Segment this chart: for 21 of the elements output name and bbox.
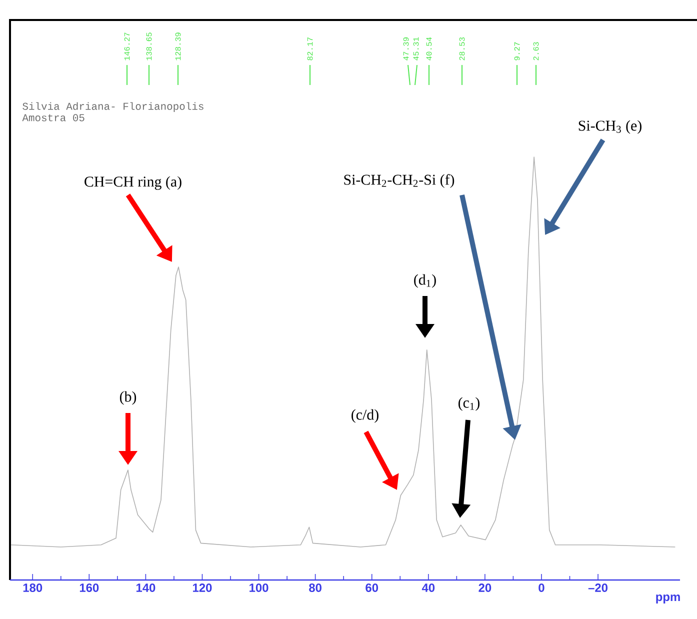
x-tick-label: 60 (366, 584, 378, 592)
annotation: (b) (120, 391, 136, 405)
annotation: Si-CH$_{2}$-CH$_{2}$-Si (f) (344, 174, 454, 188)
x-tick-label: 180 (23, 584, 42, 592)
annotation: (c/d) (352, 409, 378, 423)
x-tick-label: 100 (250, 584, 268, 592)
text: Silvia Adriana- Florianopolis (22, 102, 204, 112)
x-axis-title: ppm (656, 594, 680, 604)
x-tick-label: 20 (478, 584, 492, 592)
x-tick-label: 40 (422, 584, 435, 592)
text: Si-CH$_{3}$ (e) (578, 120, 642, 134)
x-tick-label: 120 (193, 584, 212, 592)
x-tick-label: –20 (588, 584, 608, 592)
text: Amostra 05 (22, 114, 84, 122)
x-tick-label: 80 (309, 584, 322, 592)
x-tick-label: 0 (538, 584, 544, 592)
annotation: (d$_{1}$) (414, 274, 436, 288)
x-tick-label: 140 (136, 584, 156, 592)
x-tick-label: 160 (80, 584, 99, 592)
annotation: CH=CH ring (a) (84, 176, 182, 190)
annotation: (c$_{1}$) (458, 397, 480, 411)
